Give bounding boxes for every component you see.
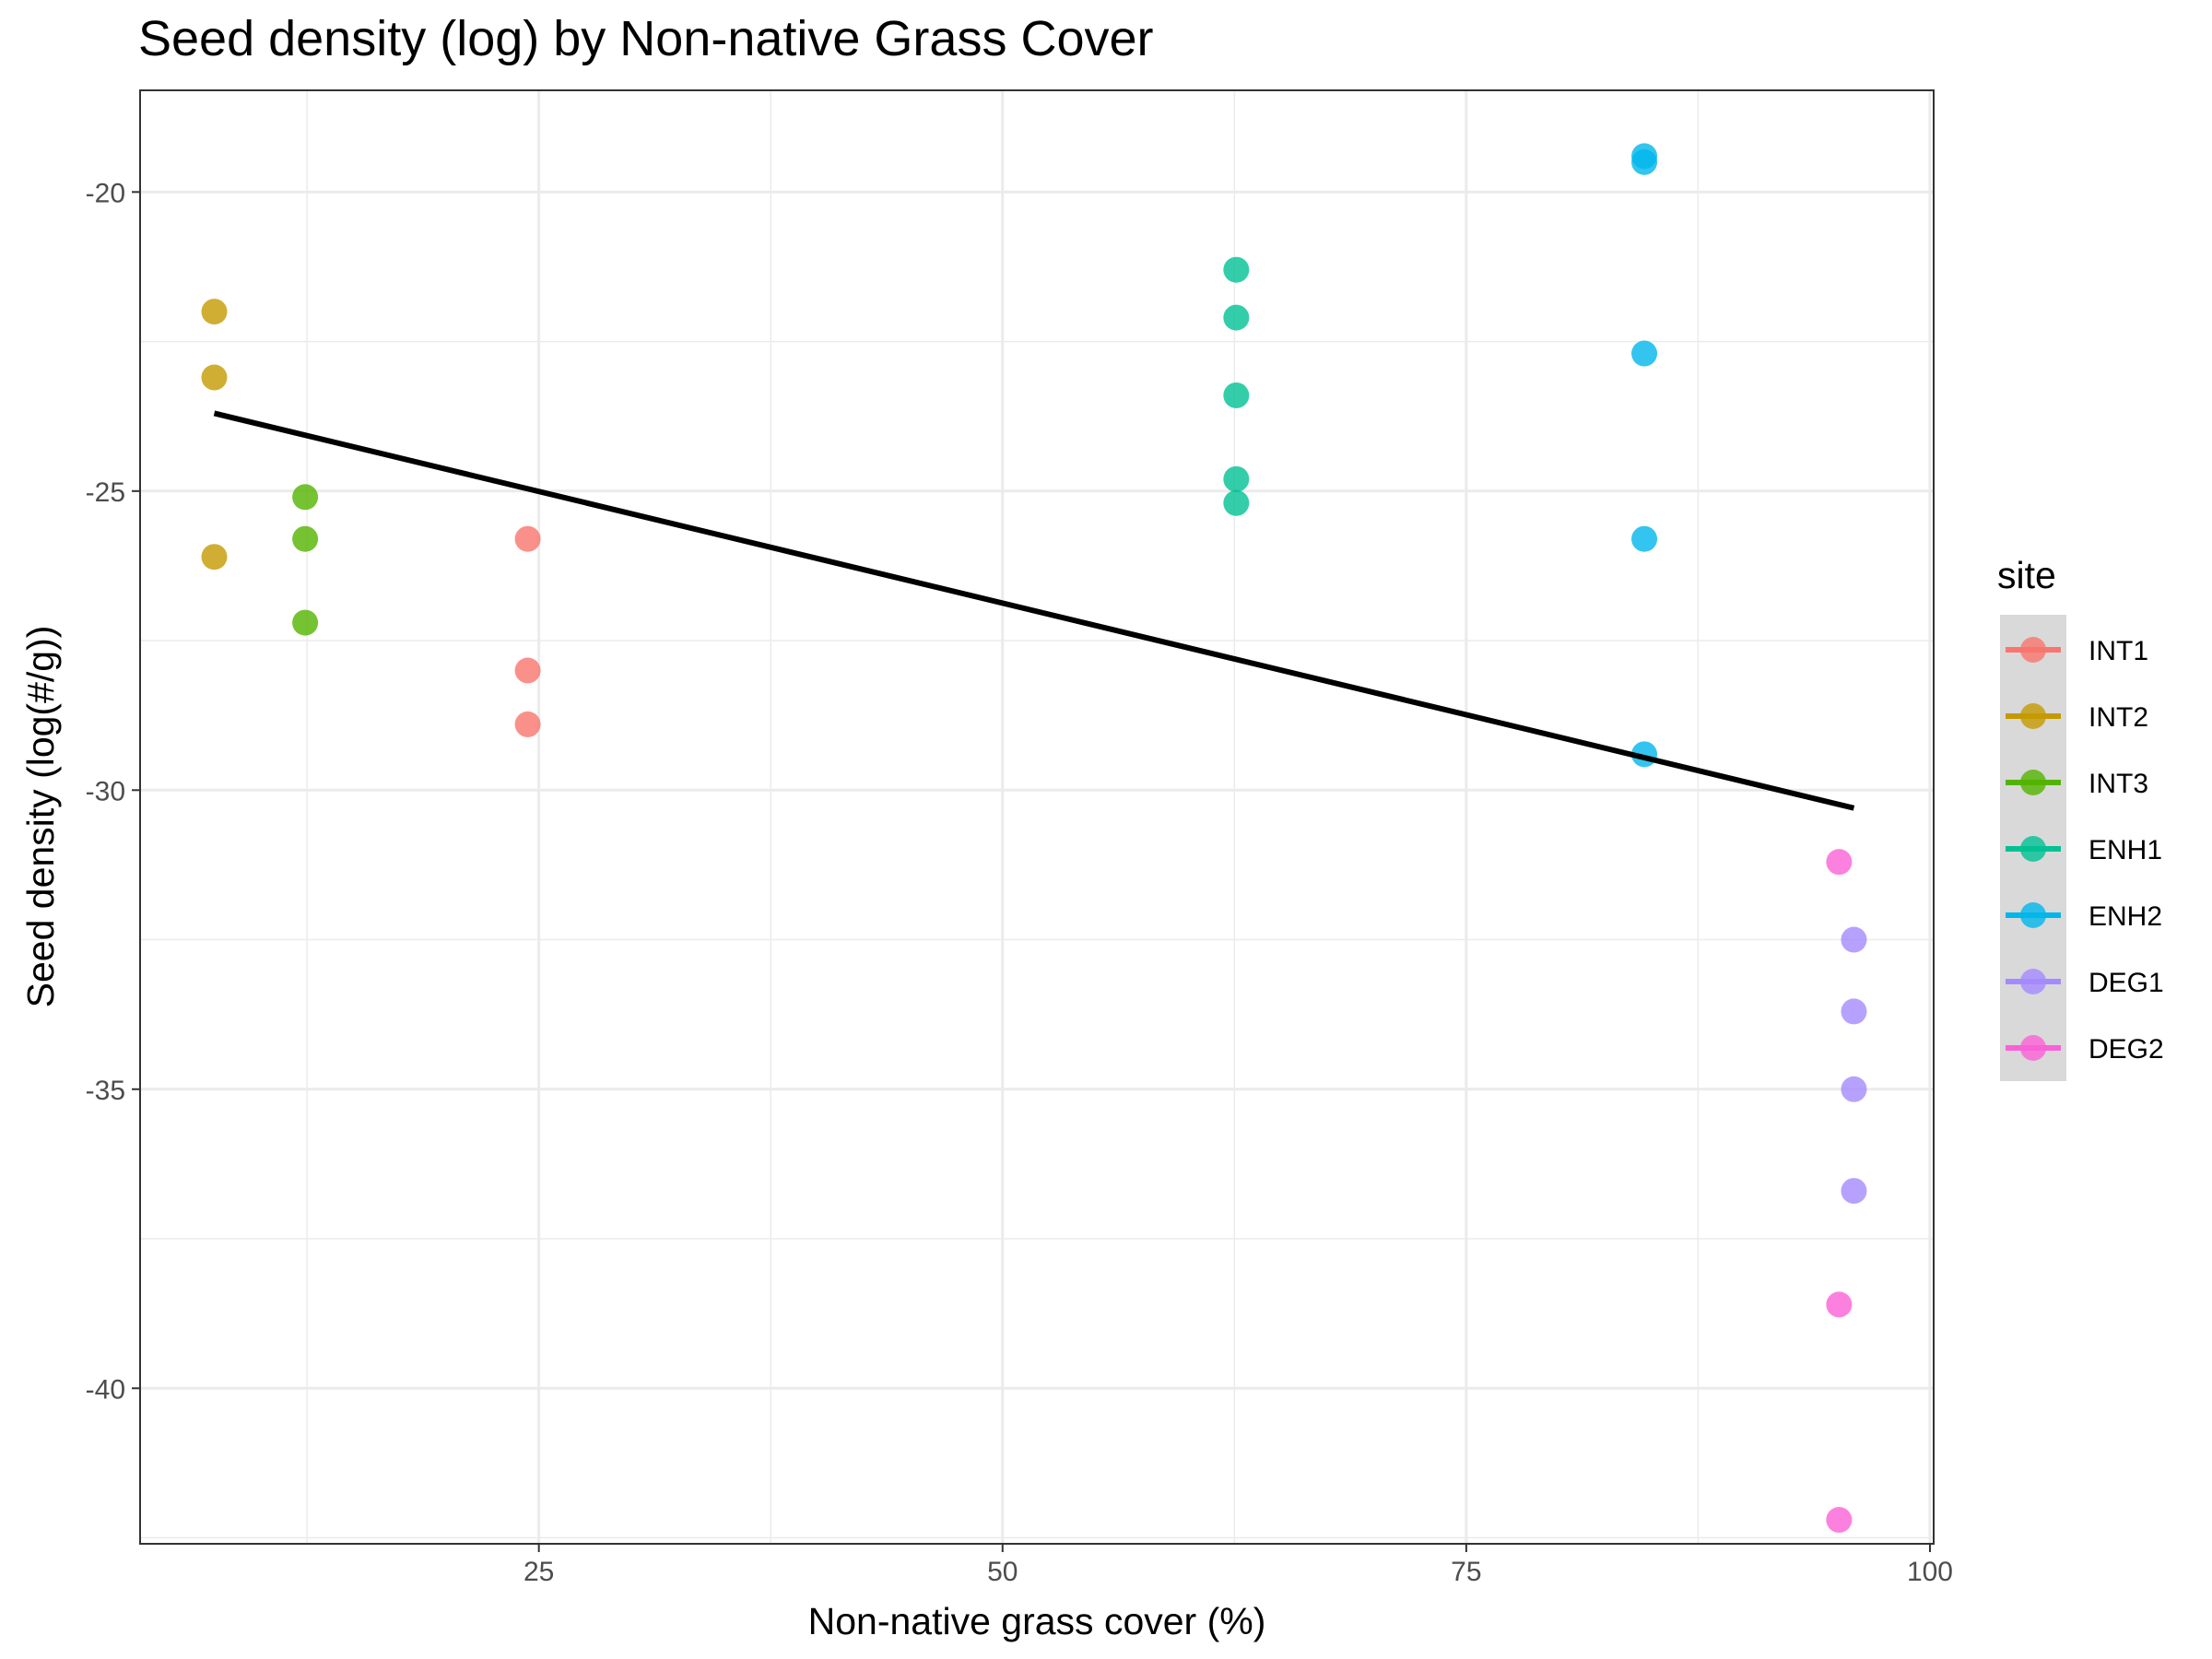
data-point-enh1: [1223, 304, 1250, 331]
legend-key-point: [2020, 836, 2046, 862]
data-point-enh1: [1223, 489, 1250, 516]
data-point-enh1: [1223, 256, 1250, 283]
data-point-enh1: [1223, 382, 1250, 408]
grid-major: [140, 90, 1934, 1544]
legend-key-point: [2020, 1035, 2046, 1061]
y-tick-label: -25: [86, 477, 125, 508]
y-axis-ticks: -20 -25 -30 -35 -40: [86, 178, 140, 1405]
data-point-deg1: [1841, 1178, 1867, 1205]
x-tick-label: 75: [1451, 1557, 1481, 1587]
trend-line: [213, 410, 1855, 811]
data-point-enh1: [1223, 465, 1250, 492]
y-tick-label: -20: [86, 178, 125, 208]
data-point-enh2: [1631, 525, 1658, 552]
legend-item-enh2: ENH2: [2006, 901, 2162, 932]
legend-key-point: [2020, 703, 2046, 729]
legend-label: ENH2: [2088, 901, 2162, 932]
data-point-enh2: [1631, 340, 1658, 367]
legend: site INT1 INT2 INT3 ENH1 ENH2 DEG1 DEG2: [1997, 554, 2164, 1081]
legend-item-enh1: ENH1: [2006, 835, 2162, 865]
data-point-deg2: [1826, 1291, 1853, 1318]
data-point-int1: [514, 525, 541, 552]
data-point-deg1: [1841, 998, 1867, 1025]
y-tick-label: -35: [86, 1076, 125, 1106]
legend-label: INT3: [2088, 769, 2148, 799]
x-tick-label: 50: [987, 1557, 1018, 1587]
legend-item-int2: INT2: [2006, 702, 2148, 733]
grid-minor: [140, 90, 1934, 1544]
data-point-deg2: [1826, 1507, 1853, 1534]
legend-key-point: [2020, 969, 2046, 994]
data-point-int3: [292, 609, 319, 636]
regression-line: [213, 410, 1855, 811]
legend-item-int3: INT3: [2006, 769, 2148, 799]
legend-key-point: [2020, 637, 2046, 663]
y-tick-label: -30: [86, 776, 125, 806]
legend-label: ENH1: [2088, 835, 2162, 865]
data-point-deg1: [1841, 926, 1867, 953]
x-tick-label: 100: [1907, 1557, 1953, 1587]
panel-background: [140, 90, 1934, 1544]
data-point-int2: [201, 299, 228, 325]
legend-item-int1: INT1: [2006, 636, 2148, 666]
y-axis-title: Seed density (log(#/g)): [19, 626, 62, 1008]
data-point-int3: [292, 484, 319, 511]
legend-label: INT2: [2088, 702, 2148, 733]
data-point-deg2: [1826, 849, 1853, 876]
data-point-deg1: [1841, 1076, 1867, 1102]
legend-title: site: [1997, 554, 2056, 596]
x-axis-title: Non-native grass cover (%): [808, 1600, 1266, 1642]
legend-item-deg1: DEG1: [2006, 968, 2164, 998]
legend-label: DEG2: [2088, 1034, 2164, 1065]
x-tick-label: 25: [524, 1557, 554, 1587]
y-tick-label: -40: [86, 1374, 125, 1405]
data-point-int3: [292, 525, 319, 552]
data-point-int2: [201, 364, 228, 391]
legend-key-point: [2020, 902, 2046, 928]
panel-border: [139, 89, 1935, 1545]
chart-title: Seed density (log) by Non-native Grass C…: [138, 11, 1154, 66]
data-point-int1: [514, 711, 541, 737]
data-point-enh2: [1631, 148, 1658, 175]
x-axis-ticks: 25 50 75 100: [524, 1544, 1953, 1587]
legend-label: INT1: [2088, 636, 2148, 666]
data-point-int1: [514, 657, 541, 684]
legend-item-deg2: DEG2: [2006, 1034, 2164, 1065]
data-point-int2: [201, 544, 228, 571]
legend-label: DEG1: [2088, 968, 2164, 998]
legend-key-point: [2020, 770, 2046, 795]
data-points: [201, 143, 1867, 1534]
